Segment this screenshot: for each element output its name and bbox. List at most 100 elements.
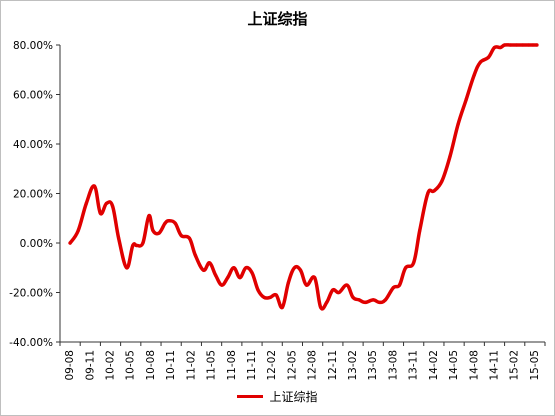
y-tick-label: 80.00% [13,40,53,52]
data-point [117,236,121,240]
data-point [432,189,436,193]
data-point [98,211,102,215]
chart-title: 上证综指 [247,10,308,28]
y-axis: 80.00% 60.00% 40.00% 20.00% 0.00% -20.00% -40.… [9,40,60,349]
data-point [404,266,408,270]
data-point [418,229,422,233]
x-tick-label: 14-08 [468,350,480,381]
x-tick-label: 12-08 [307,350,319,381]
x-tick-label: 15-02 [509,350,521,381]
legend-label: 上证综指 [269,390,318,404]
data-point [256,288,260,292]
data-point [131,243,135,248]
x-tick-label: 13-08 [387,350,399,381]
data-point [280,305,284,309]
data-point [313,276,317,280]
data-point [173,221,177,225]
data-point [440,179,444,183]
data-point [371,298,375,302]
x-tick-label: 14-02 [428,350,440,381]
data-point [274,293,278,297]
data-point [262,295,266,299]
data-point [179,234,183,238]
x-tick-label: 13-02 [347,350,359,381]
x-tick-label: 09-11 [84,350,96,381]
data-point [92,184,96,188]
data-point [104,201,109,205]
x-tick-label: 11-08 [226,350,238,381]
data-point [412,261,416,265]
data-point [250,271,254,275]
data-point [325,300,329,304]
data-point [238,276,242,280]
data-point [503,43,507,47]
x-tick-label: 12-05 [286,350,298,381]
x-tick-label: 12-11 [327,350,339,381]
data-point [151,229,155,233]
data-point [377,300,381,304]
data-point [383,298,387,302]
data-point [509,43,513,47]
data-point [268,295,272,299]
series-line [68,43,539,311]
data-point [391,286,395,290]
x-tick-label: 11-11 [246,350,258,381]
x-tick-label: 11-02 [185,350,197,381]
x-tick-label: 10-11 [165,350,177,381]
data-point [331,288,335,292]
data-point [125,266,129,270]
data-point [527,43,531,47]
data-point [167,219,171,223]
x-tick-label: 11-05 [206,350,218,381]
data-point [141,241,145,245]
data-point [492,45,497,50]
data-point [68,241,72,245]
series-group [68,43,539,311]
data-point [298,268,303,272]
data-point [286,281,290,285]
data-point [478,60,482,64]
data-point [135,243,139,248]
y-tick-label: 40.00% [13,139,53,151]
x-tick-label: 10-08 [145,350,157,381]
data-point [486,55,490,60]
data-point [345,283,349,287]
x-tick-label: 10-05 [125,350,137,381]
data-point [472,73,476,77]
data-point [220,283,224,287]
data-point [498,45,503,50]
data-point [163,221,167,225]
y-tick-label: -40.00% [9,337,53,349]
y-tick-label: 0.00% [20,238,53,250]
data-point [292,266,296,270]
data-point [187,236,191,240]
data-point [207,261,212,265]
x-tick-label: 14-05 [448,350,460,381]
data-point [456,122,460,126]
data-point [448,154,452,158]
data-point [110,204,115,208]
y-tick-label: 20.00% [13,189,53,201]
data-point [214,273,218,277]
data-point [304,283,309,287]
legend: 上证综指 [0,388,555,405]
y-tick-label: -20.00% [9,288,53,300]
data-point [201,268,206,272]
data-point [515,43,519,47]
data-point [521,43,525,47]
y-tick-label: 60.00% [13,90,53,102]
data-point [397,283,402,287]
data-point [232,266,236,270]
x-tick-label: 13-11 [408,350,420,381]
data-point [351,295,355,299]
x-tick-label: 13-05 [367,350,379,381]
data-point [226,276,230,280]
data-point [157,231,161,235]
legend-swatch [237,395,264,398]
data-point [193,253,197,257]
data-point [464,97,468,102]
data-point [426,191,430,196]
x-tick-label: 10-02 [105,350,117,381]
